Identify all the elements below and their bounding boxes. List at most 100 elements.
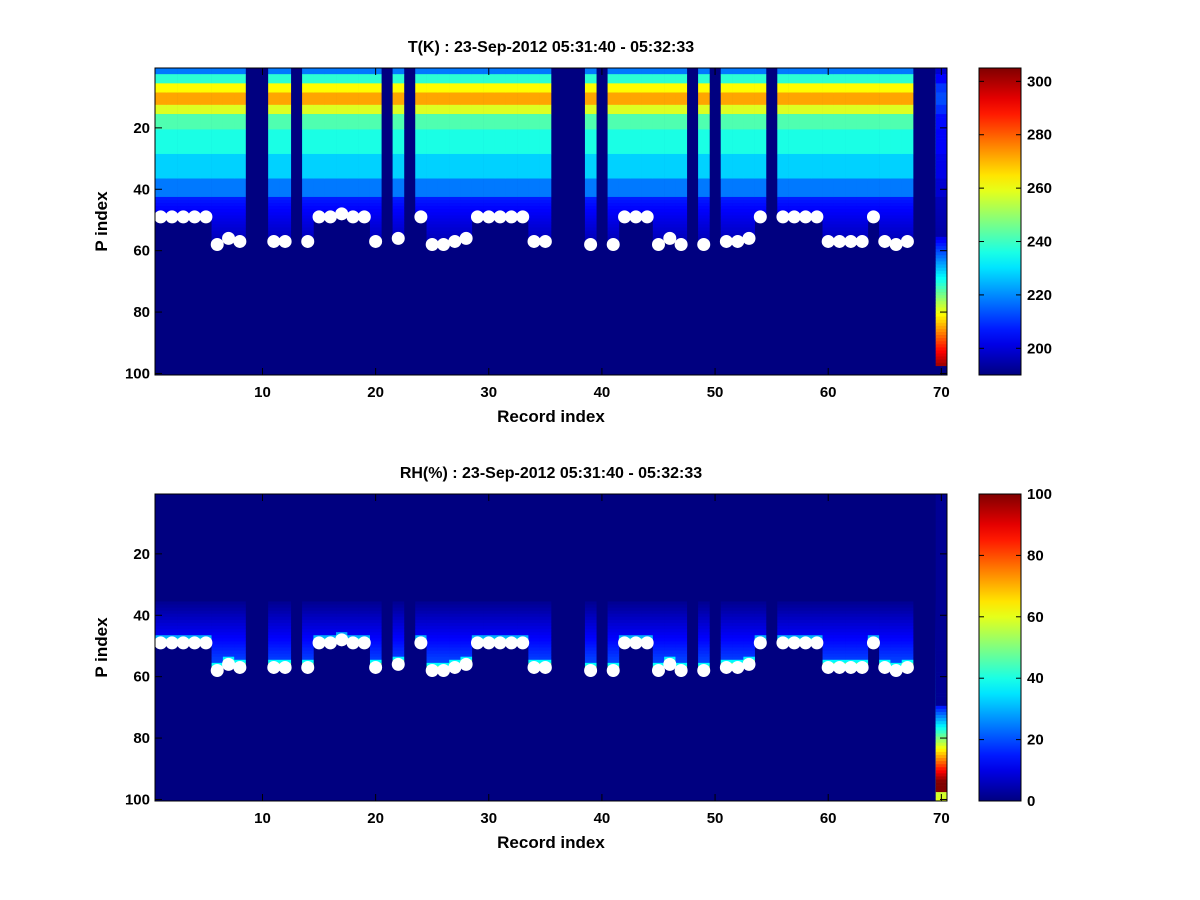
- heatmap-cell: [935, 751, 947, 756]
- heatmap-cell: [324, 153, 337, 179]
- heatmap-cell: [901, 653, 914, 658]
- heatmap-cell: [505, 68, 518, 75]
- heatmap-cell: [935, 576, 947, 581]
- heatmap-cell: [415, 203, 427, 207]
- heatmap-cell: [279, 92, 292, 106]
- heatmap-cell: [415, 619, 427, 624]
- heatmap-cell: [369, 104, 382, 115]
- heatmap-cell: [890, 178, 903, 198]
- heatmap-cell: [652, 129, 665, 155]
- heatmap-cell: [392, 129, 405, 155]
- heatmap-cell: [471, 203, 484, 207]
- heatmap-cell: [313, 619, 326, 624]
- heatmap-cell: [494, 632, 507, 636]
- heatmap-cell: [664, 153, 676, 179]
- heatmap-cell: [517, 196, 529, 201]
- heatmap-cell: [449, 601, 461, 605]
- heatmap-cell: [584, 641, 597, 645]
- heatmap-cell: [234, 610, 246, 615]
- heatmap-cell: [426, 104, 439, 115]
- heatmap-cell: [528, 622, 540, 627]
- heatmap-cell: [777, 613, 789, 618]
- heatmap-cell: [528, 221, 540, 225]
- heatmap-cell: [777, 203, 789, 207]
- heatmap-cell: [652, 659, 665, 664]
- heatmap-cell: [698, 209, 710, 213]
- surface-marker: [821, 234, 835, 248]
- heatmap-cell: [901, 607, 914, 611]
- heatmap-cell: [347, 203, 359, 207]
- heatmap-cell: [833, 196, 846, 201]
- heatmap-cell: [799, 114, 812, 130]
- surface-marker: [301, 660, 315, 674]
- heatmap-cell: [211, 129, 224, 155]
- heatmap-cell: [890, 68, 903, 75]
- heatmap-cell: [211, 221, 224, 225]
- heatmap-cell: [188, 92, 201, 106]
- heatmap-cell: [845, 203, 857, 207]
- heatmap-cell: [222, 629, 235, 633]
- heatmap-cell: [528, 653, 540, 658]
- plot-frame: [154, 67, 948, 376]
- heatmap-cell: [437, 629, 450, 633]
- heatmap-cell: [822, 638, 835, 642]
- heatmap-cell: [188, 601, 201, 605]
- heatmap-cell: [641, 622, 654, 627]
- heatmap-cell: [935, 524, 947, 529]
- heatmap-cell: [268, 613, 280, 618]
- heatmap-cell: [630, 196, 642, 201]
- heatmap-cell: [743, 613, 755, 618]
- heatmap-cell: [268, 200, 280, 204]
- heatmap-cell: [539, 656, 552, 661]
- heatmap-cell: [279, 153, 292, 179]
- heatmap-cell: [234, 74, 246, 84]
- heatmap-cell: [890, 629, 903, 633]
- heatmap-cell: [799, 203, 812, 207]
- heatmap-cell: [528, 629, 540, 633]
- heatmap-cell: [471, 68, 484, 75]
- heatmap-cell: [845, 68, 857, 75]
- surface-marker: [346, 636, 360, 650]
- heatmap-cell: [166, 601, 178, 605]
- heatmap-cell: [471, 619, 484, 624]
- heatmap-cell: [460, 209, 473, 213]
- heatmap-cell: [630, 178, 642, 198]
- heatmap-cell: [867, 92, 880, 106]
- heatmap-cell: [935, 567, 947, 572]
- heatmap-cell: [392, 83, 405, 93]
- heatmap-cell: [901, 610, 914, 615]
- surface-marker: [391, 231, 405, 245]
- heatmap-cell: [822, 153, 835, 179]
- heatmap-cell: [177, 104, 190, 115]
- heatmap-cell: [664, 221, 676, 225]
- heatmap-cell: [935, 696, 947, 700]
- heatmap-cell: [584, 622, 597, 627]
- heatmap-cell: [675, 610, 688, 615]
- surface-marker: [470, 210, 484, 224]
- heatmap-cell: [935, 150, 947, 155]
- heatmap-cell: [268, 92, 280, 106]
- heatmap-cell: [517, 129, 529, 155]
- heatmap-cell: [675, 104, 688, 115]
- heatmap-cell: [437, 613, 450, 618]
- heatmap-cell: [268, 653, 280, 658]
- heatmap-cell: [302, 68, 314, 75]
- heatmap-cell: [584, 644, 597, 648]
- heatmap-cell: [777, 129, 789, 155]
- heatmap-cell: [720, 209, 733, 213]
- heatmap-cell: [449, 212, 461, 216]
- heatmap-cell: [777, 607, 789, 611]
- heatmap-cell: [675, 659, 688, 664]
- heatmap-cell: [517, 203, 529, 207]
- heatmap-cell: [460, 153, 473, 179]
- heatmap-cell: [720, 650, 733, 654]
- heatmap-cell: [698, 218, 710, 222]
- heatmap-cell: [426, 653, 439, 658]
- heatmap-cell: [890, 200, 903, 204]
- x-tick-label: 70: [933, 810, 950, 827]
- heatmap-cell: [935, 341, 947, 345]
- heatmap-cell: [890, 601, 903, 605]
- heatmap-cell: [155, 604, 167, 608]
- heatmap-cell: [743, 196, 755, 201]
